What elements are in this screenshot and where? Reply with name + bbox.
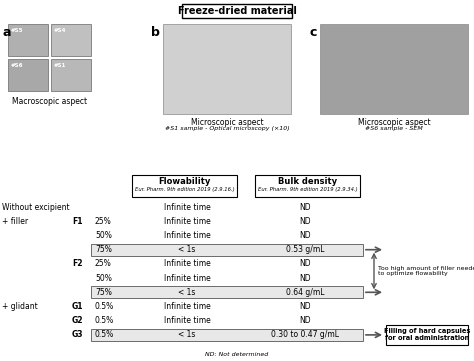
Bar — [51, 24, 91, 56]
Text: Infinite time: Infinite time — [164, 274, 210, 283]
Text: 75%: 75% — [95, 245, 112, 254]
Text: + glidant: + glidant — [2, 302, 38, 311]
Bar — [182, 4, 292, 18]
Text: 25%: 25% — [95, 217, 112, 226]
Text: F1: F1 — [72, 217, 82, 226]
Text: ND: ND — [299, 274, 311, 283]
Text: < 1s: < 1s — [178, 288, 196, 297]
Text: Infinite time: Infinite time — [164, 231, 210, 240]
Bar — [51, 59, 91, 91]
Text: Eur. Pharm. 9th edition 2019 (2.9.16.): Eur. Pharm. 9th edition 2019 (2.9.16.) — [135, 187, 234, 192]
Text: #S5: #S5 — [11, 28, 24, 33]
Text: 0.30 to 0.47 g/mL: 0.30 to 0.47 g/mL — [271, 330, 339, 339]
Text: Flowability: Flowability — [158, 178, 210, 187]
Text: Infinite time: Infinite time — [164, 260, 210, 268]
Text: Microscopic aspect: Microscopic aspect — [358, 118, 430, 127]
Text: ND: ND — [299, 302, 311, 311]
Text: G1: G1 — [72, 302, 83, 311]
Text: 50%: 50% — [95, 274, 112, 283]
Text: 0.5%: 0.5% — [95, 316, 114, 325]
Bar — [255, 175, 360, 197]
Text: ND: ND — [299, 231, 311, 240]
Text: #S1: #S1 — [54, 63, 66, 68]
Text: Infinite time: Infinite time — [164, 217, 210, 226]
Text: #S1 sample - Optical microscopy (×10): #S1 sample - Optical microscopy (×10) — [164, 126, 289, 131]
Text: #S4: #S4 — [54, 28, 66, 33]
Bar — [132, 175, 237, 197]
Bar — [8, 24, 48, 56]
Text: #S6 sample - SEM: #S6 sample - SEM — [365, 126, 423, 131]
Text: 50%: 50% — [95, 231, 112, 240]
Bar — [91, 244, 363, 256]
Text: Infinite time: Infinite time — [164, 302, 210, 311]
Text: ND: ND — [299, 203, 311, 212]
Text: #S6: #S6 — [11, 63, 24, 68]
Text: 0.5%: 0.5% — [95, 330, 114, 339]
Text: Infinite time: Infinite time — [164, 316, 210, 325]
Text: < 1s: < 1s — [178, 245, 196, 254]
Text: ND: ND — [299, 260, 311, 268]
Text: b: b — [151, 26, 160, 39]
Text: F2: F2 — [72, 260, 82, 268]
Text: ND: ND — [299, 316, 311, 325]
Text: Macroscopic aspect: Macroscopic aspect — [12, 97, 87, 106]
Text: Too high amount of filler needed
to optimize flowability: Too high amount of filler needed to opti… — [378, 266, 474, 277]
Text: 0.5%: 0.5% — [95, 302, 114, 311]
Text: Without excipient: Without excipient — [2, 203, 70, 212]
Text: 75%: 75% — [95, 288, 112, 297]
Bar — [386, 325, 468, 345]
Text: Freeze-dried material: Freeze-dried material — [178, 6, 296, 16]
Text: 25%: 25% — [95, 260, 112, 268]
Text: G2: G2 — [72, 316, 83, 325]
Text: < 1s: < 1s — [178, 330, 196, 339]
Text: Infinite time: Infinite time — [164, 203, 210, 212]
Text: Filling of hard capsules
for oral administration: Filling of hard capsules for oral admini… — [384, 329, 470, 342]
Text: G3: G3 — [72, 330, 83, 339]
Text: a: a — [3, 26, 11, 39]
Bar — [8, 59, 48, 91]
Text: + filler: + filler — [2, 217, 28, 226]
Text: ND: Not determined: ND: Not determined — [205, 352, 269, 357]
Bar — [320, 24, 468, 114]
Text: c: c — [310, 26, 317, 39]
Bar — [163, 24, 291, 114]
Bar — [91, 286, 363, 299]
Text: 0.64 g/mL: 0.64 g/mL — [286, 288, 324, 297]
Text: 0.53 g/mL: 0.53 g/mL — [286, 245, 324, 254]
Text: Bulk density: Bulk density — [278, 178, 337, 187]
Bar — [91, 329, 363, 341]
Text: Eur. Pharm. 9th edition 2019 (2.9.34.): Eur. Pharm. 9th edition 2019 (2.9.34.) — [258, 187, 357, 192]
Text: ND: ND — [299, 217, 311, 226]
Text: Microscopic aspect: Microscopic aspect — [191, 118, 264, 127]
